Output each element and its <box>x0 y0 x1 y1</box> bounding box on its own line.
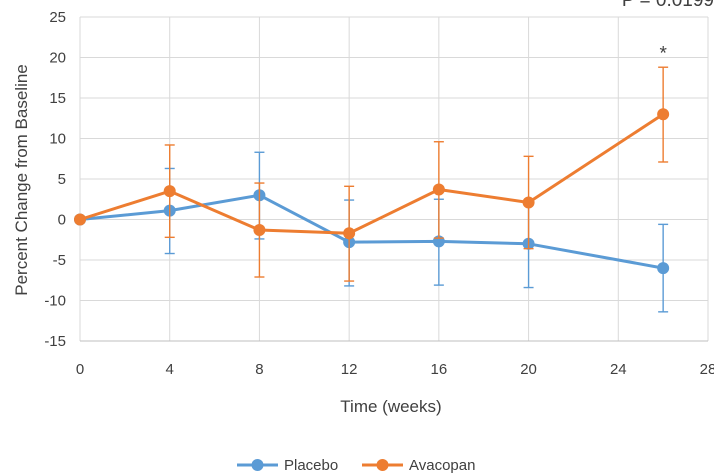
x-tick-label: 20 <box>520 361 537 378</box>
legend-item-placebo: Placebo <box>237 457 338 474</box>
x-tick-label: 4 <box>166 361 174 378</box>
y-tick-label: -15 <box>44 333 66 350</box>
y-tick-label: 25 <box>49 9 66 26</box>
x-tick-label: 12 <box>341 361 358 378</box>
x-tick-label: 0 <box>76 361 84 378</box>
data-point <box>253 224 266 237</box>
x-tick-label: 28 <box>700 361 714 378</box>
p-value-annotation: P = 0.0199 <box>622 0 714 11</box>
series-avacopan <box>74 66 670 282</box>
legend-item-avacopan: Avacopan <box>362 457 475 474</box>
series-layer <box>74 66 670 313</box>
tick-labels: 0 4 8 12 16 20 24 28 -15 -10 -5 0 5 10 15 20 25 <box>44 9 714 378</box>
x-tick-label: 24 <box>610 361 627 378</box>
legend-label-placebo: Placebo <box>284 457 338 474</box>
legend-marker-placebo <box>251 459 264 471</box>
data-point <box>432 183 445 196</box>
x-tick-label: 8 <box>255 361 263 378</box>
legend: Placebo Avacopan <box>237 457 475 474</box>
significance-star-annotation: * <box>659 43 667 64</box>
gridlines <box>79 16 709 342</box>
data-point <box>343 227 356 240</box>
y-tick-label: 10 <box>49 131 66 148</box>
data-point <box>522 196 535 209</box>
series-placebo <box>74 151 670 313</box>
y-tick-label: 15 <box>49 90 66 107</box>
y-tick-label: 20 <box>49 50 66 67</box>
y-tick-label: -5 <box>53 252 66 269</box>
y-tick-label: 0 <box>58 212 66 229</box>
y-axis-title: Percent Change from Baseline <box>12 64 31 296</box>
data-point <box>74 213 86 226</box>
x-axis-title: Time (weeks) <box>340 397 441 416</box>
legend-label-avacopan: Avacopan <box>409 457 475 474</box>
data-point <box>657 108 670 121</box>
y-tick-label: -10 <box>44 293 66 310</box>
data-point <box>657 262 670 275</box>
y-tick-label: 5 <box>58 171 66 188</box>
x-tick-label: 16 <box>431 361 448 378</box>
legend-marker-avacopan <box>376 459 389 471</box>
data-point <box>163 185 176 198</box>
